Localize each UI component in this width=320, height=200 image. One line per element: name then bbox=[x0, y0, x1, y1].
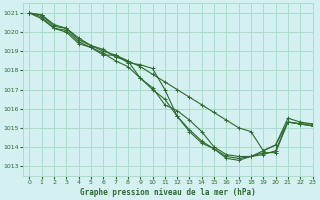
X-axis label: Graphe pression niveau de la mer (hPa): Graphe pression niveau de la mer (hPa) bbox=[80, 188, 256, 197]
